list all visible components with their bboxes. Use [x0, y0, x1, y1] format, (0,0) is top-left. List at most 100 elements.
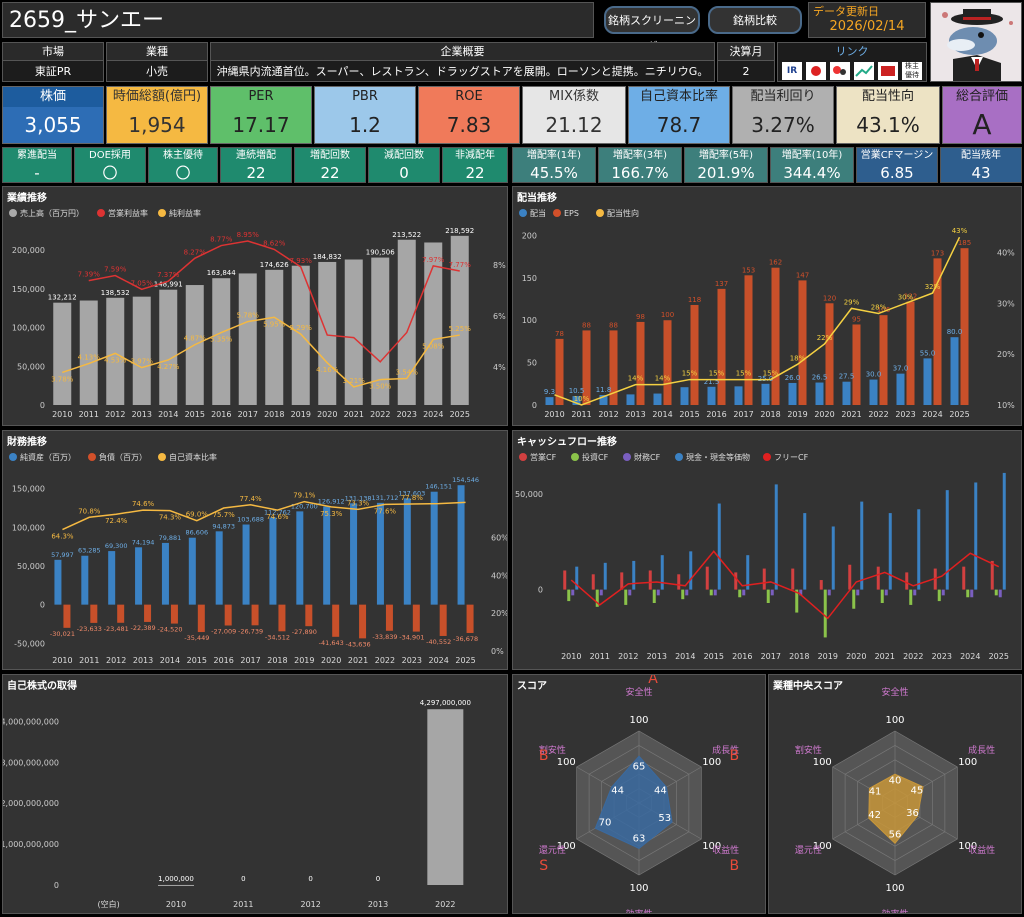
op-margin-label: 7.77%	[449, 261, 472, 269]
equity-ratio-label: 70.8%	[78, 507, 101, 515]
investing-cf-bar	[966, 589, 970, 598]
legend-marker	[675, 453, 683, 461]
liabilities-label: -24,520	[157, 626, 182, 634]
ir-bank-link-icon[interactable]: IR	[782, 62, 802, 80]
indicator-value: 166.7%	[611, 164, 669, 182]
liabilities-label: -27,009	[211, 628, 236, 636]
net-assets-bar	[54, 559, 62, 605]
payout-label: 10%	[574, 395, 590, 403]
net-margin-label: 5.25%	[449, 325, 472, 333]
buyback-label: 0	[376, 875, 380, 883]
radar-grade-label: B	[729, 858, 739, 874]
equity-ratio-label: 73.3%	[347, 499, 370, 507]
operating-cf-bar	[648, 570, 652, 590]
radar-max-label: 100	[557, 841, 576, 852]
operating-cf-bar	[677, 574, 681, 590]
equity-ratio-label: 79.1%	[293, 492, 316, 500]
net-margin-label: 3.54%	[396, 369, 419, 377]
x-tick-label: 2014	[652, 410, 672, 419]
net-margin-label: 4.13%	[78, 354, 101, 362]
metric-value: A	[972, 108, 992, 141]
metric-label: 総合評価	[943, 87, 1021, 107]
stock-screening-button[interactable]: 銘柄スクリーニング	[604, 6, 700, 53]
fiscal-value: 2	[742, 65, 750, 78]
cashflow-panel: キャッシュフロー推移 営業CF 投資CF 財務CF 現金・現金等価物 フリーCF 50,0…	[512, 430, 1022, 670]
x-tick-label: 2013	[133, 656, 153, 665]
radar-max-label: 100	[958, 757, 977, 768]
net-assets-label: 79,881	[159, 534, 182, 542]
net-assets-label: 74,194	[132, 538, 155, 546]
y-tick-label: 100	[522, 316, 537, 325]
eps-label: 147	[796, 271, 809, 279]
y-tick-label: 2,000,000,000	[3, 799, 59, 808]
legend-marker	[158, 453, 166, 461]
x-tick-label: 2010	[166, 900, 186, 909]
eps-bar	[744, 275, 753, 405]
y-tick-label: 0	[538, 586, 543, 595]
sales-label: 174,626	[260, 261, 289, 269]
dividend-chart: 配当 EPS 配当性向 200 150 100 50 0 40% 30% 20% 10% 78 9.3 20…	[519, 208, 1015, 419]
payout-label: 18%	[790, 354, 806, 362]
dividend-bar	[653, 393, 662, 405]
eps-bar	[906, 301, 915, 405]
liabilities-label: -35,449	[184, 634, 209, 642]
kabutan-link-icon[interactable]	[806, 62, 826, 80]
yutai-link-icon[interactable]: 株主 優待	[902, 62, 922, 80]
performance-chart: 売上高（百万円） 営業利益率 純利益率 200,000 150,000 100,000 50…	[9, 208, 506, 419]
sales-bar	[53, 302, 72, 405]
eps-bar	[852, 324, 861, 405]
x-tick-label: 2023	[932, 652, 952, 661]
eps-bar	[636, 321, 645, 405]
avatar	[930, 2, 1022, 82]
radar-value-area	[868, 773, 924, 845]
radar-value-label: 63	[633, 833, 646, 844]
legend-marker	[519, 209, 527, 217]
x-tick-label: 2017	[240, 656, 260, 665]
minkabu-link-icon[interactable]	[830, 62, 850, 80]
cash-bar	[689, 551, 693, 590]
radar-value-label: 56	[889, 829, 902, 840]
net-assets-label: 86,606	[185, 529, 208, 537]
net-assets-bar	[430, 491, 438, 605]
x-tick-label: 2023	[397, 410, 417, 419]
x-tick-label: 2012	[300, 900, 320, 909]
radar-max-label: 100	[958, 841, 977, 852]
radar-max-label: 100	[813, 841, 832, 852]
operating-margin-line	[88, 240, 460, 363]
x-tick-label: 2021	[348, 656, 368, 665]
market-cell: 市場 東証PR	[2, 42, 104, 82]
investing-cf-bar	[595, 589, 599, 607]
shikiho-link-icon[interactable]	[878, 62, 898, 80]
y-tick-label: 0	[40, 601, 45, 610]
indicator-card: 連続増配 22	[220, 147, 292, 183]
financing-cf-bar	[970, 589, 974, 598]
dividend-label: 10.5	[569, 387, 585, 395]
metric-card: MIX係数 21.12	[522, 86, 626, 144]
liabilities-bar	[466, 604, 474, 633]
payout-label: 15%	[682, 370, 698, 378]
indicator-card: 累進配当 -	[2, 147, 72, 183]
cashflow-title: キャッシュフロー推移	[517, 437, 617, 448]
metric-label: PBR	[315, 87, 415, 107]
x-tick-label: 2013	[132, 410, 152, 419]
liabilities-label: -30,021	[50, 630, 75, 638]
x-tick-label: 2011	[79, 410, 99, 419]
indicator-value: -	[34, 164, 40, 182]
score-title: スコア	[517, 681, 547, 692]
x-tick-label: 2010	[561, 652, 581, 661]
x-tick-label: 2021	[841, 410, 861, 419]
chart-link-icon[interactable]	[854, 62, 874, 80]
eps-label: 153	[742, 266, 755, 274]
legend-label: フリーCF	[774, 453, 809, 462]
radar-axis-label: 割安性	[539, 744, 566, 756]
stock-compare-button[interactable]: 銘柄比較	[708, 6, 802, 34]
x-tick-label: 2010	[52, 656, 72, 665]
x-tick-label: 2015	[185, 410, 205, 419]
legend-label: 配当	[530, 208, 546, 218]
buyback-panel: 自己株式の取得 4,000,000,000 3,000,000,000 2,000,…	[0, 674, 508, 914]
industry-value: 小売	[146, 65, 168, 78]
score-radar: 654453637044100安全性A100成長性B100収益性B100効率性A…	[539, 671, 739, 917]
indicator-value: 344.4%	[783, 164, 841, 182]
x-tick-label: 2011	[79, 656, 99, 665]
dividend-bar	[815, 382, 824, 405]
